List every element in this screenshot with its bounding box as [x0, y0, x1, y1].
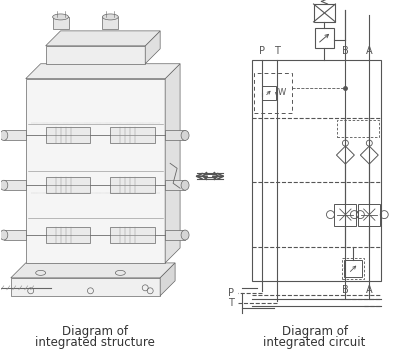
- Polygon shape: [160, 263, 175, 296]
- Bar: [102, 17, 118, 29]
- Polygon shape: [11, 263, 175, 278]
- Polygon shape: [46, 31, 160, 46]
- Bar: [262, 86, 276, 100]
- Bar: [46, 177, 90, 193]
- Bar: [46, 227, 90, 243]
- Ellipse shape: [102, 14, 118, 20]
- Text: integrated circuit: integrated circuit: [263, 335, 366, 348]
- Text: A: A: [366, 46, 373, 56]
- Ellipse shape: [53, 14, 68, 20]
- Text: Diagram of: Diagram of: [62, 325, 128, 338]
- Polygon shape: [11, 278, 160, 296]
- Ellipse shape: [181, 180, 189, 190]
- Text: P: P: [259, 46, 265, 56]
- Text: T: T: [228, 298, 234, 308]
- Bar: [358, 204, 380, 226]
- Bar: [314, 4, 336, 22]
- Bar: [53, 17, 68, 29]
- Bar: [46, 127, 90, 143]
- Text: Diagram of: Diagram of: [282, 325, 348, 338]
- Text: B: B: [342, 285, 349, 295]
- Bar: [110, 177, 155, 193]
- Polygon shape: [165, 64, 180, 263]
- Bar: [252, 60, 381, 281]
- Bar: [165, 180, 185, 190]
- Bar: [344, 259, 362, 277]
- Ellipse shape: [0, 180, 8, 190]
- Bar: [314, 28, 334, 48]
- Bar: [4, 131, 26, 140]
- Polygon shape: [26, 79, 165, 263]
- Bar: [46, 46, 145, 64]
- Ellipse shape: [181, 131, 189, 140]
- Ellipse shape: [181, 230, 189, 240]
- Ellipse shape: [0, 230, 8, 240]
- Bar: [338, 120, 379, 137]
- Text: integrated structure: integrated structure: [36, 335, 155, 348]
- Text: B: B: [342, 46, 349, 56]
- Bar: [4, 230, 26, 240]
- Text: W: W: [278, 88, 286, 97]
- Bar: [165, 230, 185, 240]
- Polygon shape: [145, 31, 160, 64]
- Bar: [110, 227, 155, 243]
- Text: ⇔: ⇔: [201, 166, 219, 186]
- Bar: [254, 73, 292, 113]
- Bar: [110, 127, 155, 143]
- Bar: [165, 131, 185, 140]
- Bar: [342, 258, 364, 279]
- Bar: [334, 204, 356, 226]
- Text: P: P: [228, 288, 234, 298]
- Ellipse shape: [0, 131, 8, 140]
- Polygon shape: [26, 64, 180, 79]
- Bar: [4, 180, 26, 190]
- Text: T: T: [274, 46, 280, 56]
- Text: A: A: [366, 285, 373, 295]
